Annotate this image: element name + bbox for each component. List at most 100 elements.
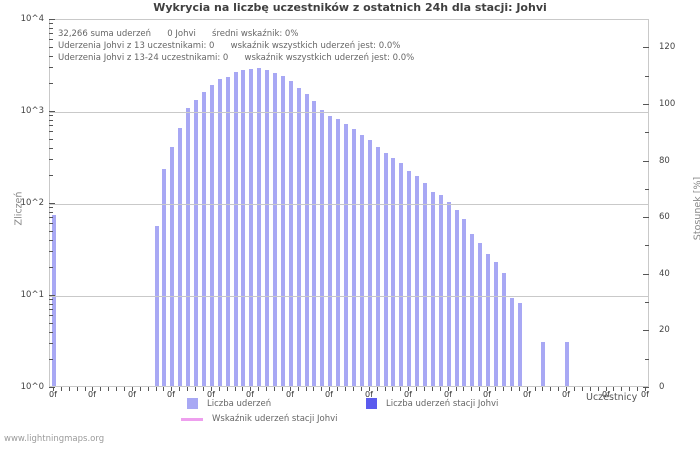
axis-tick: [643, 217, 649, 218]
x-axis-tick: [313, 387, 314, 391]
legend-item-station-ratio[interactable]: Wskaźnik uderzeń stacji Johvi: [181, 414, 338, 424]
chart-title: Wykrycia na liczbę uczestników z ostatni…: [153, 1, 547, 14]
y-tick-label-right: 120: [659, 42, 676, 52]
y-tick-label-right: 80: [659, 156, 670, 166]
y-axis-label-left: Zliczeń: [13, 191, 25, 226]
bar: [415, 176, 419, 386]
x-axis-tick: [203, 387, 204, 391]
axis-tick: [49, 19, 55, 20]
x-axis-tick: [590, 387, 591, 391]
x-axis-tick: [511, 387, 512, 391]
bar: [455, 210, 459, 386]
bar: [439, 195, 443, 386]
x-axis-tick: [629, 387, 630, 391]
x-axis-tick: [574, 387, 575, 391]
y-tick-label-right: 40: [659, 269, 670, 279]
x-axis-tick: [61, 387, 62, 391]
y-tick-label-right: 60: [659, 212, 670, 222]
x-axis-tick: [92, 387, 93, 391]
x-axis-tick: [124, 387, 125, 391]
x-axis-tick: [282, 387, 283, 391]
plot-area: [49, 19, 649, 387]
bar: [462, 219, 466, 386]
bar: [202, 92, 206, 386]
x-tick-label: 0f: [523, 390, 531, 399]
axis-tick: [645, 359, 649, 360]
axis-tick: [645, 302, 649, 303]
axis-tick: [49, 47, 53, 48]
bar: [565, 342, 569, 386]
x-tick-label: 0f: [325, 390, 333, 399]
legend-item-station-strokes[interactable]: Liczba uderzeń stacji Johvi: [366, 398, 498, 409]
axis-tick: [49, 139, 53, 140]
axis-tick: [643, 330, 649, 331]
x-tick-label: 0f: [602, 390, 610, 399]
x-axis-tick: [385, 387, 386, 391]
y-tick-label-left: 10^1: [20, 290, 44, 300]
bar: [407, 171, 411, 386]
x-tick-label: 0f: [49, 390, 57, 399]
bar: [312, 101, 316, 386]
axis-tick: [645, 76, 649, 77]
legend-item-strokes[interactable]: Liczba uderzeń: [187, 398, 271, 409]
x-axis-tick: [400, 387, 401, 391]
gridline: [50, 204, 648, 205]
bar: [344, 124, 348, 386]
legend-line-station-ratio: [181, 417, 203, 421]
axis-tick: [643, 161, 649, 162]
bar: [241, 70, 245, 386]
x-axis-tick: [163, 387, 164, 391]
x-tick-label: 0f: [167, 390, 175, 399]
y-tick-label-left: 10^2: [20, 198, 44, 208]
bar: [541, 342, 545, 386]
x-axis-tick: [416, 387, 417, 391]
bar: [399, 163, 403, 386]
y-tick-label-right: 0: [659, 382, 665, 392]
x-axis-tick: [432, 387, 433, 391]
bar: [352, 129, 356, 386]
x-axis-tick: [448, 387, 449, 391]
x-axis-tick: [329, 387, 330, 391]
bar: [518, 303, 522, 386]
x-axis-tick: [195, 387, 196, 391]
legend-swatch-strokes: [187, 398, 198, 409]
x-axis-label: Uczestnicy: [586, 392, 638, 403]
axis-tick: [49, 125, 53, 126]
axis-tick: [49, 387, 55, 388]
axis-tick: [49, 359, 53, 360]
bar: [494, 262, 498, 386]
bar: [297, 88, 301, 386]
x-axis-tick: [558, 387, 559, 391]
axis-tick: [49, 309, 53, 310]
x-axis-tick: [266, 387, 267, 391]
axis-tick: [49, 231, 53, 232]
x-axis-tick: [613, 387, 614, 391]
bar: [376, 147, 380, 386]
axis-tick: [49, 111, 55, 112]
bar: [336, 119, 340, 386]
legend-label-strokes: Liczba uderzeń: [207, 398, 272, 409]
axis-tick: [49, 83, 53, 84]
x-axis-tick: [179, 387, 180, 391]
bar: [423, 183, 427, 386]
bar: [257, 68, 261, 386]
x-axis-tick: [471, 387, 472, 391]
axis-tick: [49, 131, 53, 132]
x-tick-label: 0f: [562, 390, 570, 399]
x-axis-tick: [598, 387, 599, 391]
x-axis-tick: [369, 387, 370, 391]
x-axis-tick: [606, 387, 607, 391]
legend-label-station-strokes: Liczba uderzeń stacji Johvi: [386, 398, 499, 409]
bar: [502, 273, 506, 386]
x-axis-tick: [116, 387, 117, 391]
annotation-line-1: 32,266 suma uderzeń 0 Johvi średni wskaź…: [58, 29, 299, 39]
x-axis-tick: [100, 387, 101, 391]
x-axis-tick: [479, 387, 480, 391]
x-axis-tick: [274, 387, 275, 391]
x-tick-label: 0f: [444, 390, 452, 399]
footer-attribution: www.lightningmaps.org: [4, 434, 105, 444]
axis-tick: [49, 212, 53, 213]
x-tick-label: 0f: [128, 390, 136, 399]
x-tick-label: 0f: [88, 390, 96, 399]
x-axis-tick: [377, 387, 378, 391]
